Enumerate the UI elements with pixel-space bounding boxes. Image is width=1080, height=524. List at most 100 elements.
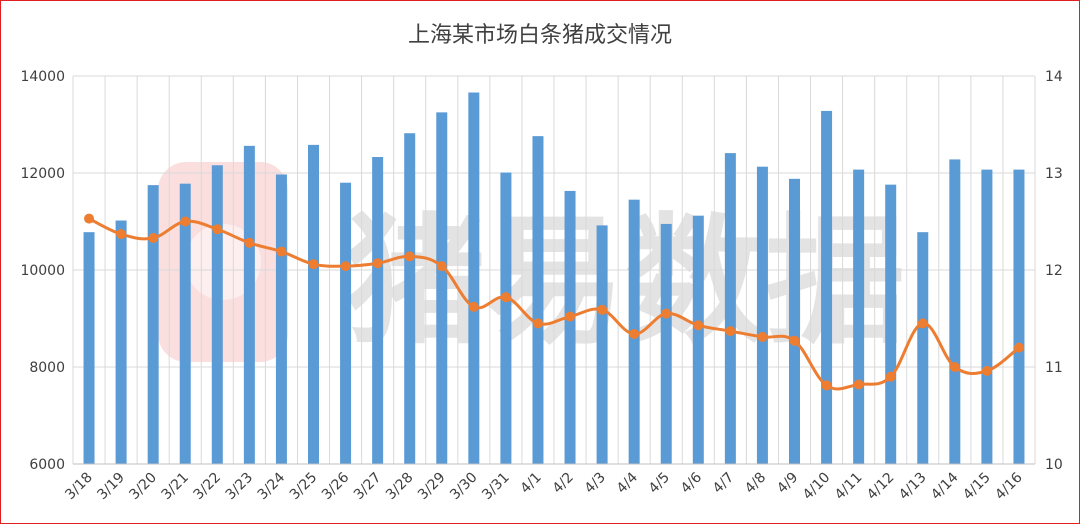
x-tick-label: 3/25	[287, 470, 321, 504]
bar	[885, 184, 897, 464]
x-tick-label: 4/11	[832, 470, 866, 504]
y-right-tick-label: 14	[1045, 69, 1063, 85]
bar	[340, 182, 352, 464]
line-point	[532, 318, 543, 329]
line-point	[821, 380, 832, 391]
bar	[789, 178, 800, 464]
x-tick-label: 4/16	[992, 469, 1026, 503]
bar	[917, 232, 929, 464]
bar	[179, 183, 191, 465]
x-tick-label: 3/18	[62, 470, 96, 504]
bar	[211, 165, 223, 465]
bar	[308, 144, 319, 464]
line-point	[885, 371, 896, 382]
bar	[821, 110, 833, 465]
y-axis-left: 6000 8000 10000 12000 14000	[20, 69, 65, 473]
x-tick-label: 4/15	[960, 470, 994, 504]
x-tick-label: 4/9	[774, 470, 801, 497]
y-axis-right: 10 11 12 13 14	[1045, 69, 1063, 473]
x-tick-label: 3/30	[447, 470, 481, 504]
line-point	[84, 213, 95, 224]
bar	[404, 133, 416, 465]
x-tick-label: 4/12	[864, 470, 898, 504]
bar-series	[83, 92, 1025, 465]
bar	[981, 169, 993, 465]
bar	[1013, 169, 1025, 465]
bar	[853, 169, 865, 465]
line-point	[404, 251, 415, 262]
bar	[275, 174, 287, 464]
bar	[436, 112, 448, 464]
bar	[468, 92, 480, 465]
line-series	[84, 213, 1024, 391]
watermark-text: 猪易数据	[345, 201, 905, 364]
line-point	[981, 365, 992, 376]
x-tick-label: 3/22	[191, 470, 225, 504]
line-point	[757, 331, 768, 342]
x-tick-label: 4/7	[710, 470, 737, 497]
x-tick-label: 4/13	[896, 470, 930, 504]
x-tick-label: 3/28	[383, 470, 417, 504]
bar	[83, 232, 95, 464]
bar	[724, 153, 736, 465]
bar	[564, 190, 576, 464]
x-tick-label: 3/27	[351, 470, 385, 504]
bar	[115, 220, 127, 464]
bar	[949, 159, 961, 465]
x-tick-label: 3/19	[94, 470, 128, 504]
x-tick-label: 4/14	[928, 469, 962, 503]
x-tick-label: 3/24	[255, 469, 289, 503]
line-point	[276, 246, 287, 257]
y-left-tick-label: 10000	[20, 263, 65, 279]
line-point	[565, 311, 576, 322]
y-right-tick-label: 11	[1045, 360, 1063, 376]
line-point	[917, 318, 928, 329]
line-point	[468, 301, 479, 312]
line-point	[949, 362, 960, 372]
bar	[532, 136, 544, 464]
line-point	[244, 237, 255, 248]
chart-title: 上海某市场白条猪成交情况	[408, 23, 672, 48]
x-tick-label: 3/23	[223, 470, 257, 504]
y-left-tick-label: 14000	[20, 69, 65, 85]
line-point	[597, 304, 608, 315]
watermark-logo	[158, 162, 288, 362]
line-point	[180, 216, 191, 227]
x-tick-label: 3/31	[479, 470, 513, 504]
bar	[147, 185, 159, 464]
x-tick-label: 3/21	[159, 470, 193, 504]
x-tick-label: 4/4	[614, 469, 641, 496]
x-tick-label: 3/29	[415, 470, 449, 504]
x-tick-label: 4/2	[550, 470, 577, 497]
line-point	[789, 335, 800, 346]
x-axis: 3/183/193/203/213/223/233/243/253/263/27…	[62, 463, 1035, 504]
x-tick-label: 3/26	[319, 469, 353, 503]
bar	[692, 215, 704, 464]
line-point	[1013, 342, 1024, 353]
x-tick-label: 4/3	[582, 470, 609, 497]
line-point	[212, 224, 223, 235]
y-right-tick-label: 10	[1045, 457, 1063, 473]
x-tick-label: 4/5	[646, 470, 673, 497]
line-point	[148, 232, 159, 243]
y-right-tick-label: 12	[1045, 263, 1063, 279]
bar	[243, 145, 255, 464]
x-tick-label: 4/10	[800, 470, 834, 504]
bar	[372, 156, 384, 464]
line-point	[372, 258, 383, 269]
x-tick-label: 4/8	[742, 470, 769, 497]
y-left-tick-label: 6000	[29, 457, 65, 473]
x-tick-label: 4/6	[678, 469, 705, 496]
line-point	[725, 326, 736, 337]
line-point	[661, 308, 672, 319]
bar	[660, 223, 672, 464]
line-point	[693, 320, 704, 331]
x-tick-label: 3/20	[126, 470, 160, 504]
line-point	[853, 379, 864, 390]
line-point	[436, 261, 447, 272]
bar	[596, 225, 608, 464]
line-point	[629, 329, 640, 340]
line-point	[340, 261, 351, 272]
line-point	[500, 292, 511, 303]
